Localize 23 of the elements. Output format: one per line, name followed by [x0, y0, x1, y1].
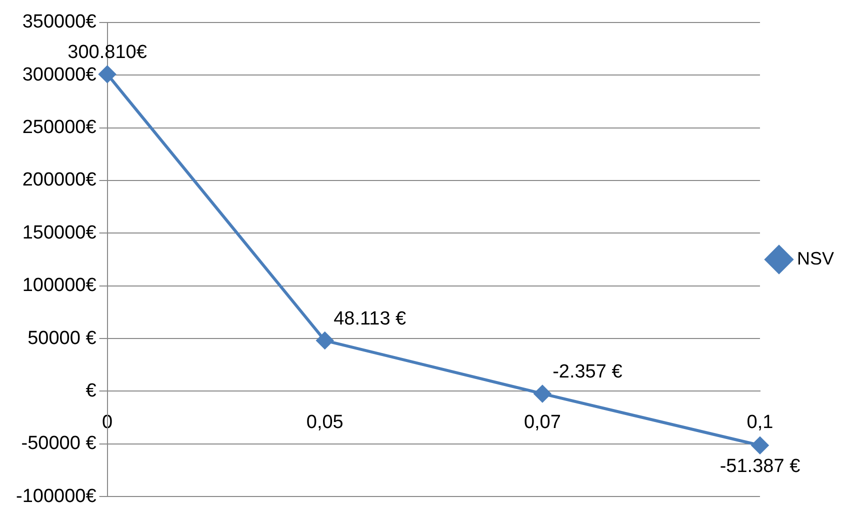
y-tick-label: 250000€: [22, 117, 97, 138]
x-tick-label: 0,07: [524, 412, 561, 433]
data-label: -51.387 €: [720, 456, 801, 478]
x-tick-label: 0: [102, 412, 113, 433]
point: [316, 332, 334, 350]
x-tick-label: 0,1: [746, 412, 774, 433]
point: [534, 385, 551, 402]
y-tick-label: 350000€: [22, 12, 97, 33]
y-tick-label: 200000€: [22, 170, 97, 191]
y-tick-label: 150000€: [22, 222, 97, 244]
point: [98, 66, 116, 83]
data-label: 48.113 €: [334, 308, 407, 330]
y-tick-label: -100000€: [16, 486, 97, 507]
y-tick-label: 300000€: [22, 64, 97, 86]
y-tick-label: -50000 €: [21, 433, 97, 454]
y-tick-label: 50000 €: [28, 328, 97, 349]
data-label: 300.810€: [68, 42, 148, 63]
y-tick-label: €: [86, 380, 97, 402]
y-tick-label: 100000€: [22, 275, 97, 296]
point: [751, 436, 768, 454]
legend-label: NSV: [796, 248, 834, 268]
x-tick-label: 0,05: [306, 412, 344, 433]
data-label: -2.357 €: [552, 361, 623, 382]
